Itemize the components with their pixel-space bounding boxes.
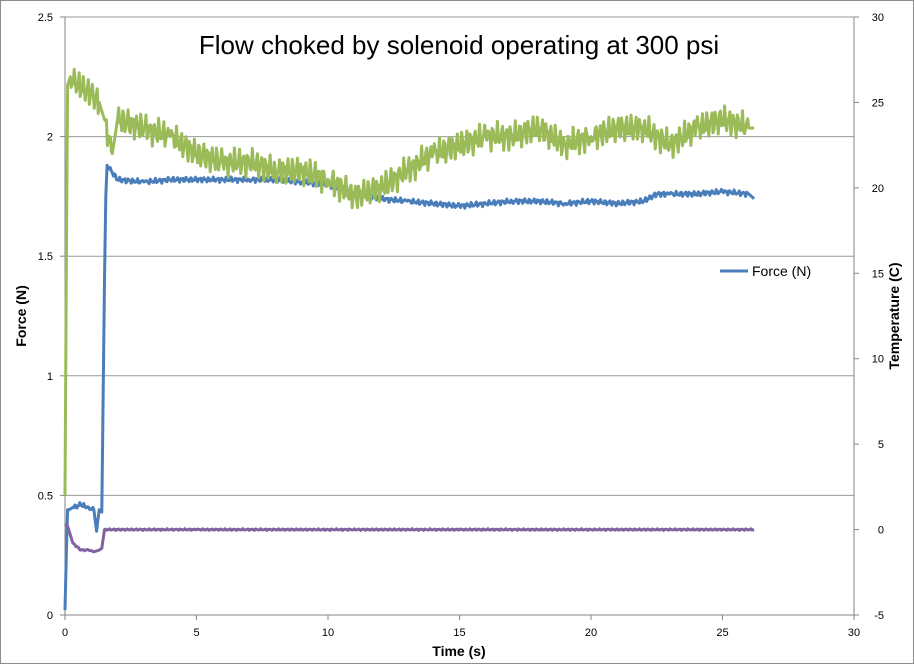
x-tick-label: 10 bbox=[322, 627, 334, 639]
y-tick-label: 1.5 bbox=[38, 251, 53, 263]
y-tick-label: 2.5 bbox=[38, 12, 53, 24]
y-tick-label: 0 bbox=[47, 610, 53, 622]
series-line-0 bbox=[63, 163, 756, 611]
series-lines bbox=[63, 67, 756, 611]
x-axis-title: Time (s) bbox=[432, 643, 485, 659]
x-tick-label: 30 bbox=[848, 627, 860, 639]
y2-tick-label: 30 bbox=[872, 12, 884, 24]
tick-labels: 0 5 10 15 20 25 30 0 0.5 1 1.5 2 2.5 -5 0 5 10 15 20 25 30 bbox=[38, 12, 884, 639]
y2-tick-label: -5 bbox=[874, 610, 884, 622]
x-tick-label: 15 bbox=[453, 627, 465, 639]
y-tick-label: 1 bbox=[47, 371, 53, 383]
legend: Force (N) bbox=[720, 263, 811, 279]
y2-axis-title: Temperature (C) bbox=[886, 262, 902, 369]
y2-tick-label: 10 bbox=[872, 354, 884, 366]
y2-tick-label: 15 bbox=[872, 268, 884, 280]
legend-label-force: Force (N) bbox=[752, 263, 811, 279]
y2-tick-label: 0 bbox=[878, 525, 884, 537]
series-line-2 bbox=[64, 523, 755, 554]
y2-tick-label: 5 bbox=[878, 439, 884, 451]
x-tick-label: 0 bbox=[62, 627, 68, 639]
series-line-1 bbox=[63, 67, 755, 496]
x-tick-label: 20 bbox=[585, 627, 597, 639]
x-tick-label: 25 bbox=[716, 627, 728, 639]
grid-lines bbox=[65, 16, 854, 616]
x-tick-label: 5 bbox=[193, 627, 199, 639]
y-tick-label: 2 bbox=[47, 132, 53, 144]
y2-tick-label: 20 bbox=[872, 183, 884, 195]
y-axis-title: Force (N) bbox=[13, 285, 29, 346]
chart-title: Flow choked by solenoid operating at 300… bbox=[199, 30, 719, 60]
y-tick-label: 0.5 bbox=[38, 490, 53, 502]
y2-tick-label: 25 bbox=[872, 97, 884, 109]
